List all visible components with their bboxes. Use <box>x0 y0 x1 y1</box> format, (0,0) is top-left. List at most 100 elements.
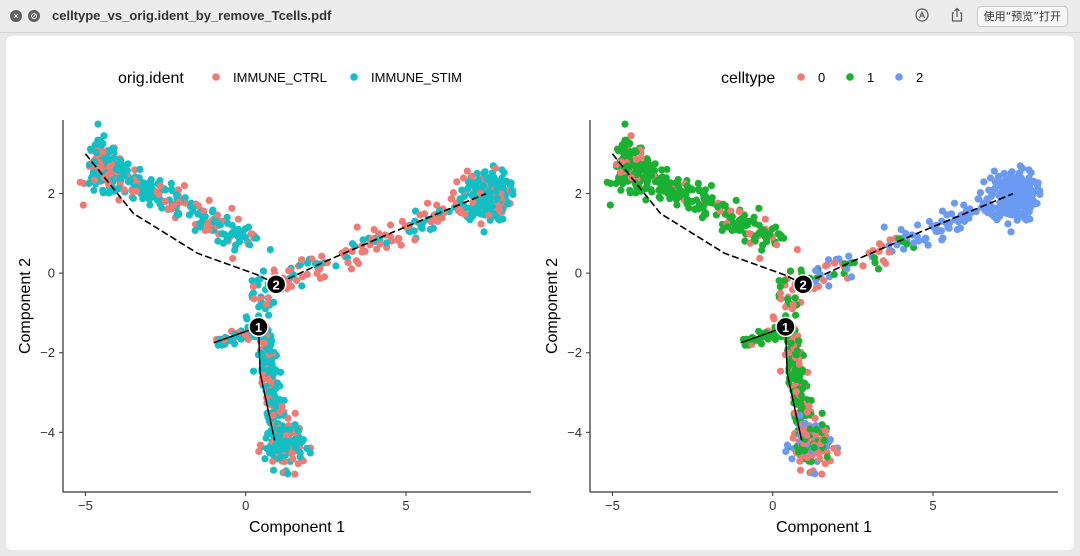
data-point <box>466 216 474 224</box>
trajectory-plots-figure: −5 0 5 2 0 −2 −4 Component 1 Component 2 1 2 orig.i… <box>17 70 1058 536</box>
data-point <box>284 414 292 422</box>
share-icon[interactable] <box>949 7 965 23</box>
data-point <box>491 212 499 220</box>
data-point <box>293 436 301 444</box>
data-point <box>871 259 879 267</box>
data-point <box>793 246 801 254</box>
data-point <box>653 176 661 184</box>
data-point <box>293 276 301 285</box>
data-point <box>253 276 262 285</box>
data-point <box>438 214 446 222</box>
data-point <box>793 347 801 355</box>
data-point <box>624 162 632 170</box>
legend-swatch <box>797 73 805 81</box>
legend-swatch <box>350 73 358 81</box>
data-point <box>606 201 614 209</box>
data-point <box>818 409 826 417</box>
data-point <box>789 434 797 442</box>
data-point <box>1007 228 1015 236</box>
data-point <box>224 219 232 227</box>
data-point <box>264 375 273 383</box>
data-point <box>791 375 800 383</box>
data-point <box>291 470 299 478</box>
data-point <box>830 444 838 452</box>
data-point <box>298 282 306 290</box>
data-point <box>260 371 268 379</box>
data-points <box>603 120 1044 478</box>
data-point <box>663 165 671 173</box>
data-point <box>903 240 911 248</box>
data-point <box>265 388 273 396</box>
data-point <box>161 197 169 206</box>
data-point <box>823 453 831 461</box>
data-point <box>672 195 681 204</box>
data-point <box>658 166 666 174</box>
close-icon[interactable]: × <box>10 10 22 22</box>
data-point <box>241 331 250 339</box>
data-point <box>647 186 655 194</box>
data-point <box>423 199 432 207</box>
data-point <box>691 205 699 213</box>
data-point <box>960 201 968 209</box>
data-point <box>954 218 962 226</box>
data-point <box>249 367 258 375</box>
data-point <box>480 169 488 177</box>
data-point <box>145 179 153 187</box>
data-point <box>94 120 102 128</box>
data-point <box>164 205 172 213</box>
data-point <box>1015 203 1023 211</box>
data-point <box>776 367 785 375</box>
data-point <box>168 187 176 195</box>
data-point <box>376 240 384 248</box>
data-point <box>266 347 274 355</box>
legend-swatch <box>846 73 854 81</box>
data-point <box>775 277 783 285</box>
data-point <box>728 213 736 221</box>
data-point <box>105 181 113 189</box>
data-point <box>938 236 946 244</box>
trajectory-line-lower <box>257 326 276 441</box>
data-point <box>117 156 125 164</box>
data-point <box>265 311 273 319</box>
disabled-circle-icon[interactable]: ⊘ <box>28 10 40 22</box>
data-point <box>229 254 237 262</box>
data-point <box>985 199 993 207</box>
data-point <box>269 411 277 420</box>
data-point <box>411 217 419 225</box>
trajectory-line <box>611 153 1014 286</box>
data-point <box>201 213 209 221</box>
data-point <box>672 179 680 187</box>
data-point <box>488 203 496 211</box>
data-point <box>874 265 883 273</box>
data-point <box>886 236 894 244</box>
data-point <box>798 366 806 374</box>
data-point <box>468 172 476 180</box>
data-point <box>271 366 279 374</box>
data-point <box>91 141 99 149</box>
data-point <box>205 225 213 234</box>
data-point <box>460 192 468 200</box>
data-point <box>812 267 820 275</box>
data-point <box>228 229 236 237</box>
data-point <box>304 259 312 267</box>
data-point <box>816 455 824 463</box>
data-point <box>786 267 795 275</box>
data-point <box>131 166 139 174</box>
data-point <box>261 455 269 463</box>
data-point <box>792 311 800 319</box>
data-point <box>253 234 261 242</box>
data-point <box>291 421 299 429</box>
data-point <box>805 402 813 410</box>
data-point <box>276 431 284 439</box>
data-point <box>146 201 154 209</box>
data-point <box>480 228 488 236</box>
open-with-preview-button[interactable]: 使用“预览”打开 <box>976 6 1068 27</box>
data-point <box>461 210 469 218</box>
data-point <box>859 262 867 270</box>
data-point <box>468 210 477 218</box>
data-point <box>359 236 367 244</box>
data-point <box>153 188 161 196</box>
data-point <box>806 425 814 433</box>
data-point <box>996 198 1004 206</box>
markup-icon[interactable] <box>914 7 930 23</box>
